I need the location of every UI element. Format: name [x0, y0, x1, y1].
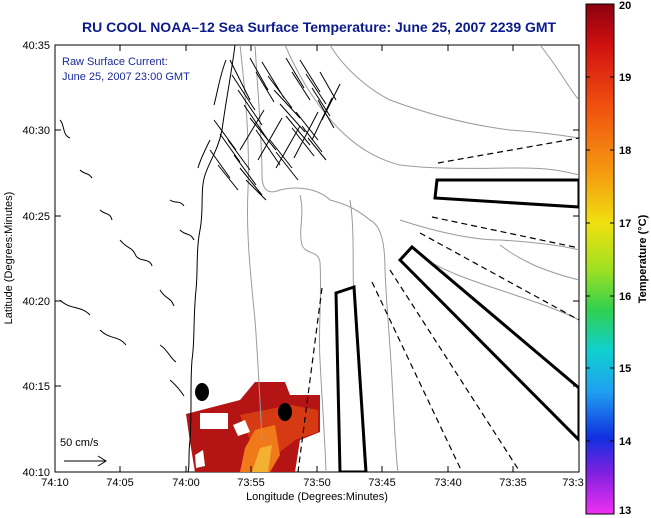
y-tick-label: 40:25 [22, 211, 50, 223]
colorbar-tick-label: 20 [619, 0, 631, 12]
x-tick-label: 74:05 [106, 477, 134, 489]
y-axis [55, 44, 579, 473]
y-tick-label: 40:20 [22, 296, 50, 308]
radar-boxes [334, 178, 579, 472]
figure-title: RU COOL NOAA–12 Sea Surface Temperature:… [82, 19, 557, 35]
x-tick-label: 73:3 [562, 477, 583, 489]
y-tick-label: 40:15 [22, 381, 50, 393]
map-content: 50 cm/s Raw Surface Current: June 25, 20… [59, 45, 579, 472]
colorbar-tick-label: 16 [619, 291, 631, 303]
colorbar-tick-label: 17 [619, 218, 631, 230]
x-tick-label: 73:55 [237, 477, 265, 489]
colorbar-tick-label: 18 [619, 145, 631, 157]
colorbar [585, 3, 615, 515]
x-tick-label: 73:45 [368, 477, 396, 489]
x-axis-label: Longitude (Degrees:Minutes) [246, 491, 388, 503]
dashed-rays [297, 137, 579, 472]
x-tick-label: 73:40 [434, 477, 462, 489]
x-tick-label: 73:35 [499, 477, 527, 489]
colorbar-ticks [586, 76, 614, 442]
colorbar-tick-label: 14 [619, 436, 632, 448]
colorbar-tick-label: 19 [619, 72, 631, 84]
x-tick-label: 74:00 [172, 477, 200, 489]
colorbar-label: Temperature (°C) [637, 214, 649, 303]
station-dot-south [278, 403, 292, 421]
y-tick-label: 40:30 [22, 125, 50, 137]
x-axis [54, 45, 580, 472]
current-vectors [209, 57, 341, 201]
coastline [59, 45, 236, 472]
y-axis-label: Latitude (Degrees:Minutes) [3, 192, 15, 325]
y-tick-label: 40:35 [22, 40, 50, 52]
scale-label: 50 cm/s [60, 437, 99, 449]
scale-arrow [64, 455, 107, 467]
y-tick-label: 40:10 [22, 467, 50, 479]
current-note-line2: June 25, 2007 23:00 GMT [62, 71, 190, 83]
x-tick-label: 74:10 [41, 477, 69, 489]
x-tick-label: 73:50 [303, 477, 331, 489]
colorbar-tick-label: 13 [619, 505, 631, 517]
current-note-line1: Raw Surface Current: [62, 56, 168, 68]
colorbar-tick-label: 15 [619, 363, 631, 375]
station-dot-north [195, 383, 209, 401]
